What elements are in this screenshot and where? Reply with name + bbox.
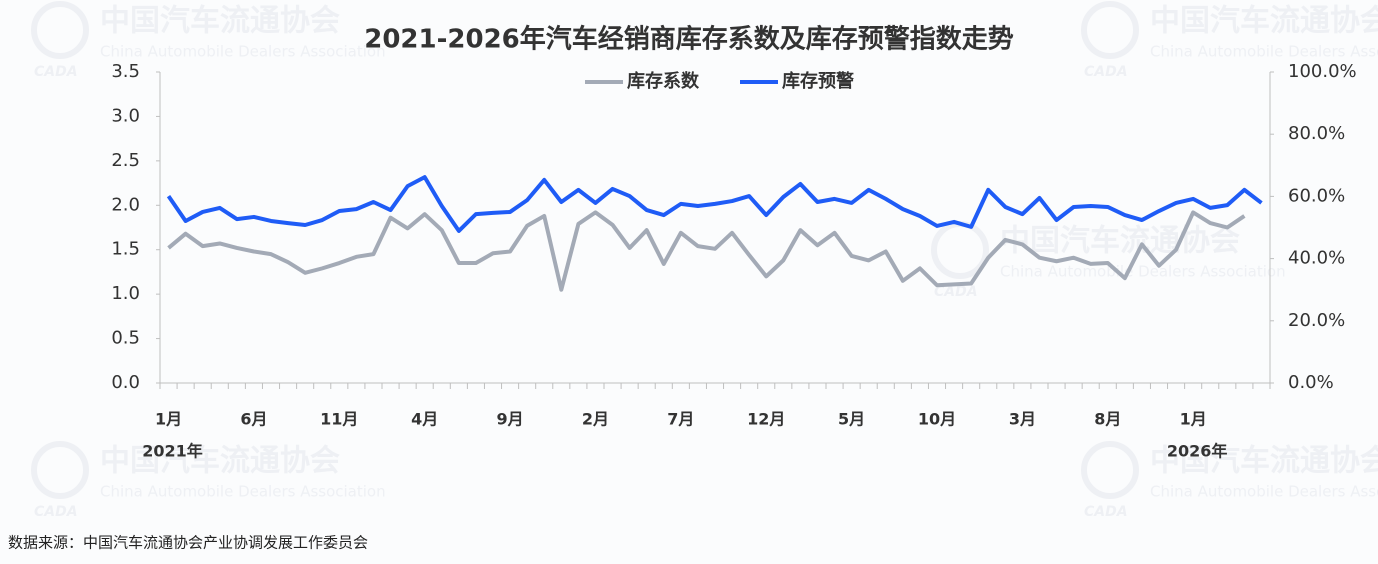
y2-tick-label: 40.0% [1288, 248, 1345, 269]
watermark-name-en: China Automobile Dealers Association [1000, 263, 1286, 281]
x-tick-label: 1月 [155, 410, 182, 429]
y-tick-label: 3.0 [111, 105, 140, 126]
watermark-name-en: China Automobile Dealers Association [100, 43, 386, 61]
y2-tick-label: 0.0% [1288, 372, 1334, 393]
x-tick-label: 10月 [918, 410, 956, 429]
legend-label: 库存预警 [782, 70, 854, 92]
watermark-name: 中国汽车流通协会 [100, 444, 340, 479]
y-tick-label: 2.0 [111, 194, 140, 215]
y-tick-label: 0.5 [111, 328, 140, 349]
watermark-name: 中国汽车流通协会 [100, 4, 340, 39]
y2-tick-label: 100.0% [1288, 61, 1357, 82]
watermark-logo-mark [31, 1, 89, 59]
x-tick-label: 6月 [240, 410, 267, 429]
watermark-logo: CADA [934, 284, 978, 300]
x-tick-label: 3月 [1009, 410, 1036, 429]
y2-tick-label: 20.0% [1288, 310, 1345, 331]
watermark-name: 中国汽车流通协会 [1150, 444, 1378, 479]
x-tick-label: 1月 [1180, 410, 1207, 429]
x-tick-label: 12月 [747, 410, 785, 429]
series-line [167, 210, 1246, 292]
watermark-logo: CADA [34, 504, 78, 520]
y-tick-label: 1.5 [111, 239, 140, 260]
watermark-name-en: China Automobile Dealers Association [1150, 43, 1378, 61]
watermark-logo: CADA [1084, 64, 1128, 80]
y-tick-label: 2.5 [111, 150, 140, 171]
y2-tick-label: 60.0% [1288, 185, 1345, 206]
x-tick-label: 5月 [838, 410, 865, 429]
watermark-name: 中国汽车流通协会 [1000, 224, 1240, 259]
watermark-logo-mark [1081, 441, 1139, 499]
watermark-logo-mark [1081, 1, 1139, 59]
x-tick-label: 2月 [582, 410, 609, 429]
watermark-name-en: China Automobile Dealers Association [100, 483, 386, 501]
source-note: 数据来源：中国汽车流通协会产业协调发展工作委员会 [8, 534, 368, 552]
y-tick-label: 1.0 [111, 283, 140, 304]
x-tick-label: 11月 [320, 410, 358, 429]
y2-tick-label: 80.0% [1288, 123, 1345, 144]
watermark-name-en: China Automobile Dealers Association [1150, 483, 1378, 501]
watermark-logo-mark [31, 441, 89, 499]
x-tick-label: 4月 [411, 410, 438, 429]
x-tick-label: 7月 [667, 410, 694, 429]
legend-label: 库存系数 [627, 70, 700, 92]
y-tick-label: 3.5 [111, 61, 140, 82]
watermark-name: 中国汽车流通协会 [1150, 4, 1378, 39]
x-group-label: 2026年 [1167, 442, 1228, 461]
x-tick-label: 8月 [1094, 410, 1121, 429]
y-tick-label: 0.0 [111, 372, 140, 393]
chart-title: 2021-2026年汽车经销商库存系数及库存预警指数走势 [364, 24, 1014, 55]
series-line [166, 175, 1263, 233]
x-group-label: 2021年 [142, 442, 203, 461]
watermark-logo: CADA [1084, 504, 1128, 520]
watermark-logo: CADA [34, 64, 78, 80]
x-tick-label: 9月 [497, 410, 524, 429]
watermarks: CADA 中国汽车流通协会 China Automobile Dealers Ass… [31, 1, 1378, 520]
